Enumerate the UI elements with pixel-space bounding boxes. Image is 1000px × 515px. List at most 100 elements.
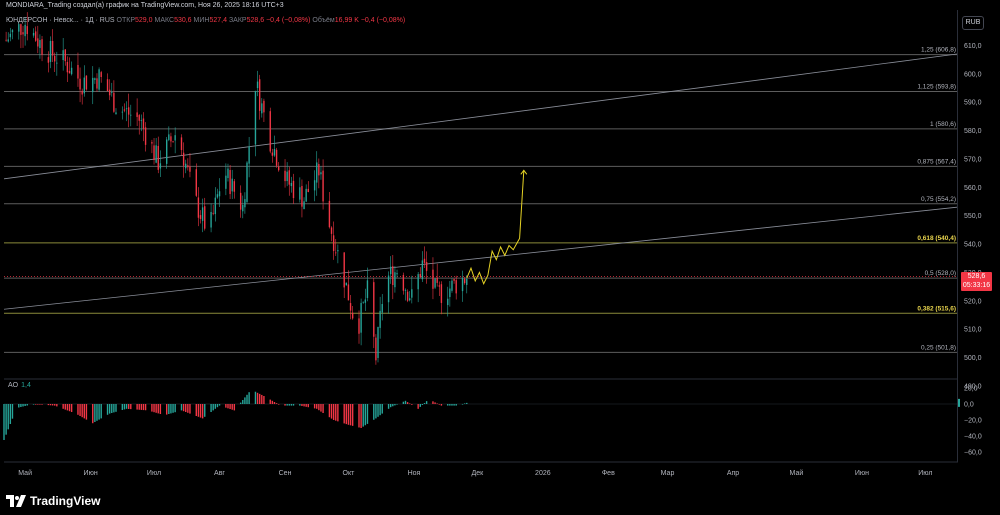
- fib-level-label: 0,75 (554,2): [921, 196, 956, 203]
- ao-bar: [130, 404, 132, 410]
- candle-body: [231, 178, 233, 192]
- candle-body: [62, 50, 64, 61]
- ao-bar: [343, 404, 345, 424]
- candle-body: [170, 136, 172, 142]
- ao-bar: [246, 394, 248, 404]
- candle-body: [263, 100, 265, 113]
- ao-bar: [47, 404, 50, 406]
- y-tick-label: 550,0: [964, 213, 982, 220]
- candle-body: [77, 64, 79, 79]
- ao-bar: [153, 404, 155, 413]
- close-label: ЗАКР: [228, 17, 247, 24]
- ao-bar: [41, 404, 43, 405]
- ao-bar: [447, 404, 449, 406]
- ao-bar: [360, 404, 362, 428]
- fib-level-label: 0,618 (540,4): [917, 235, 956, 242]
- x-tick-label: 2026: [535, 470, 551, 477]
- ao-bar: [125, 404, 128, 409]
- candle-body: [419, 273, 421, 278]
- ao-bar: [292, 404, 295, 406]
- y-tick-label: 490,0: [964, 383, 982, 390]
- symbol-name[interactable]: ЮНДЕРСОН · Невск... · 1Д · RUS: [6, 17, 115, 24]
- candle-body: [332, 235, 335, 252]
- tradingview-logo-icon: [6, 495, 26, 507]
- projection-arrowhead: [520, 169, 528, 175]
- candle-body: [284, 170, 286, 182]
- ao-bar: [375, 404, 377, 419]
- candle-body: [106, 79, 109, 92]
- ao-bar: [330, 404, 333, 419]
- ao-bar: [64, 404, 66, 410]
- candle-body: [32, 32, 35, 36]
- candle-body: [180, 137, 183, 151]
- candle-body: [115, 112, 117, 115]
- ao-bar: [11, 404, 14, 419]
- candle-body: [349, 303, 352, 311]
- x-tick-label: Июл: [918, 470, 932, 477]
- ao-bar: [364, 404, 367, 426]
- ao-bar: [432, 401, 434, 404]
- ao-bar: [421, 404, 424, 405]
- candle-body: [269, 111, 271, 152]
- ao-indicator-legend[interactable]: AO 1,4: [8, 382, 31, 389]
- candle-body: [113, 92, 115, 112]
- candle-body: [41, 39, 43, 55]
- candle-body: [463, 278, 466, 284]
- candle-body: [66, 61, 69, 73]
- ao-bar: [288, 404, 290, 406]
- candle-body: [233, 181, 236, 192]
- candle-body: [337, 250, 339, 252]
- ao-bar: [461, 403, 464, 405]
- currency-badge[interactable]: RUB: [962, 16, 984, 30]
- ao-bar: [218, 404, 221, 406]
- candle-body: [351, 312, 354, 319]
- ao-bar: [299, 404, 301, 406]
- ao-bar: [392, 404, 394, 407]
- ao-bar: [49, 404, 52, 406]
- ao-name: AO: [8, 382, 19, 389]
- ao-tick-label: −20,0: [964, 418, 982, 425]
- ao-bar: [345, 404, 348, 425]
- ao-bar: [425, 401, 428, 404]
- candle-body: [56, 62, 58, 64]
- ao-bar: [34, 404, 37, 405]
- ao-bar: [362, 404, 364, 427]
- ao-bar: [347, 404, 350, 425]
- candle-body: [64, 49, 66, 62]
- candle-body: [381, 304, 383, 313]
- x-tick-label: Апр: [727, 470, 739, 477]
- ao-bar: [9, 404, 12, 424]
- ao-bar: [256, 392, 259, 404]
- ao-bar: [275, 403, 278, 404]
- candle-body: [123, 109, 126, 111]
- ao-bar: [239, 402, 242, 404]
- candle-body: [406, 291, 409, 301]
- candle-body: [316, 162, 318, 183]
- tradingview-logo[interactable]: TradingView: [6, 493, 100, 509]
- x-tick-label: Мар: [661, 470, 675, 477]
- change-value: −0,4 (−0,08%): [266, 17, 311, 24]
- ao-bar: [313, 404, 316, 409]
- x-tick-label: Сен: [279, 470, 292, 477]
- ao-bar: [166, 404, 168, 415]
- ao-bar: [269, 399, 271, 404]
- candle-body: [199, 215, 202, 219]
- candle-body: [366, 280, 369, 298]
- candle-body: [271, 152, 274, 156]
- candle-body: [18, 24, 20, 32]
- volume-change: −0,4 (−0,08%): [360, 17, 406, 24]
- y-tick-label: 500,0: [964, 355, 982, 362]
- ao-bar: [377, 404, 379, 417]
- ao-tick-label: −60,0: [964, 450, 982, 457]
- candle-body: [22, 32, 24, 35]
- fib-level-label: 1,25 (606,8): [921, 47, 956, 54]
- ao-bar: [98, 404, 100, 420]
- x-tick-label: Июн: [84, 470, 98, 477]
- candle-body: [185, 163, 187, 169]
- ao-bar: [381, 404, 383, 414]
- candle-body: [108, 89, 111, 96]
- candle-body: [159, 163, 162, 169]
- ao-bar: [263, 396, 265, 404]
- candle-body: [394, 272, 396, 288]
